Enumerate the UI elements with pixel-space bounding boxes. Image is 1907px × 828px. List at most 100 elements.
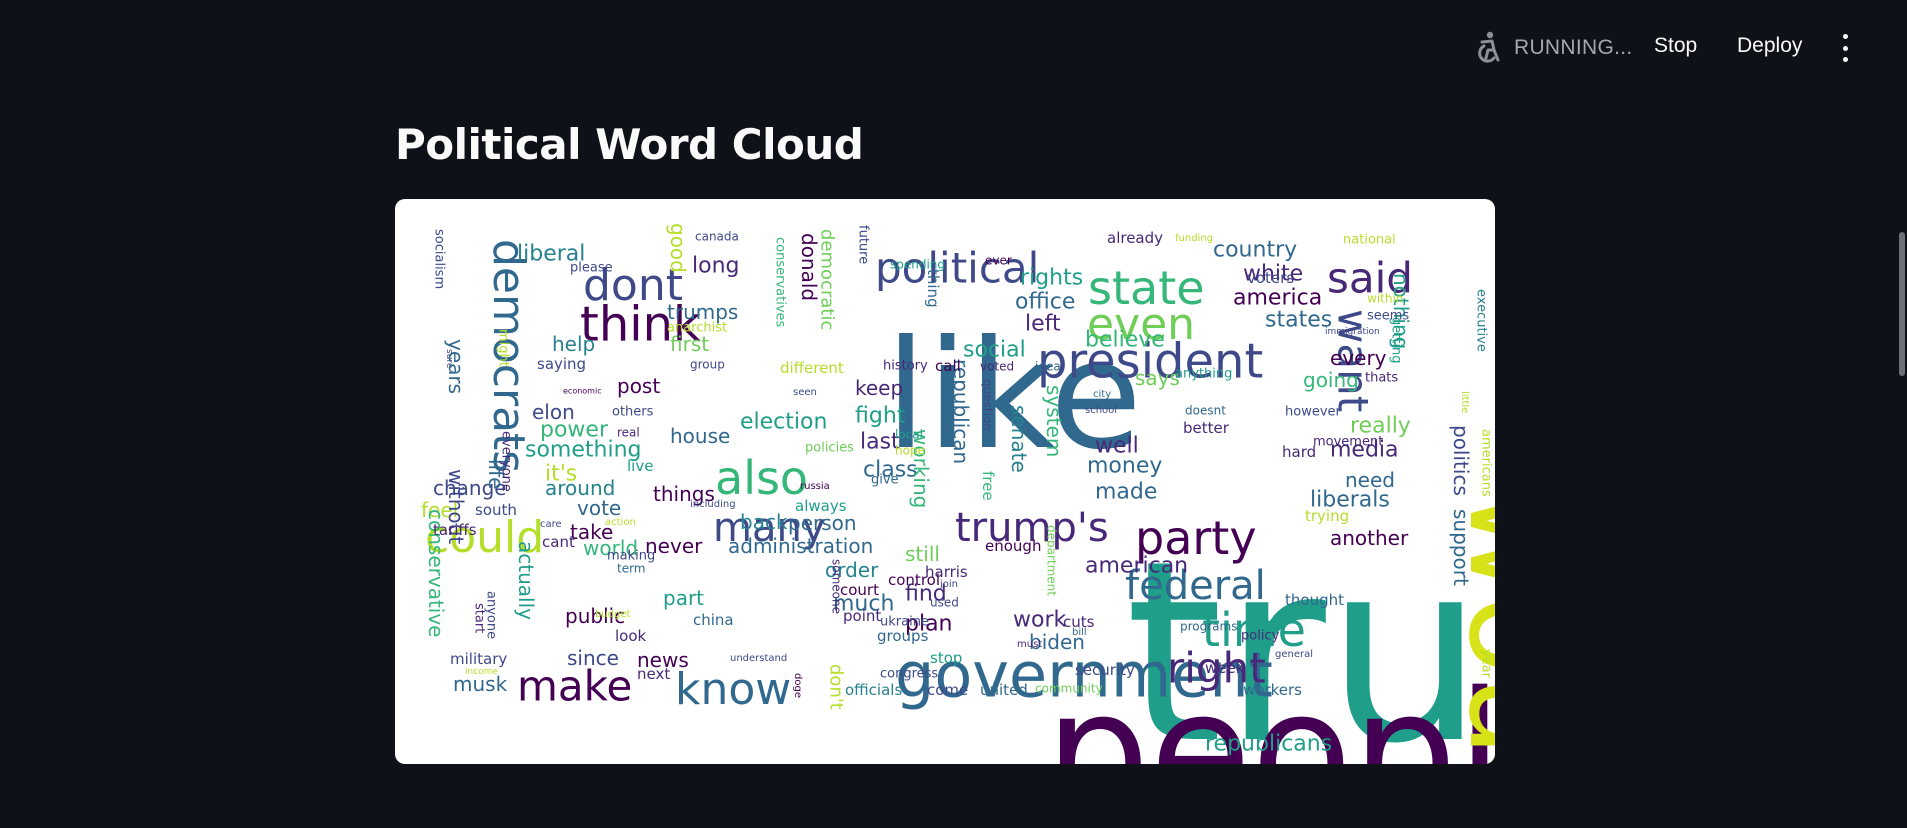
cloud-word: long bbox=[692, 254, 739, 279]
cloud-word: never bbox=[645, 534, 703, 558]
word-cloud-canvas: trumppeople like would government president p… bbox=[421, 223, 1495, 764]
stop-button[interactable]: Stop bbox=[1646, 30, 1705, 62]
cloud-word: spending bbox=[890, 258, 945, 272]
cloud-word: national bbox=[1343, 232, 1396, 247]
cloud-word: take bbox=[570, 520, 613, 544]
cloud-word: person bbox=[788, 511, 857, 535]
cloud-word: political bbox=[875, 244, 1039, 293]
cloud-word: support bbox=[1449, 509, 1473, 586]
cloud-word: come bbox=[927, 681, 968, 699]
cloud-word: election bbox=[740, 410, 827, 435]
cloud-word: also bbox=[715, 451, 808, 505]
cloud-word: year bbox=[1479, 649, 1494, 679]
cloud-word: much bbox=[833, 592, 894, 617]
cloud-word: made bbox=[1095, 480, 1157, 505]
cloud-word: nothing bbox=[1389, 273, 1413, 349]
cloud-word: trumps bbox=[667, 300, 738, 324]
cloud-word: help bbox=[552, 332, 595, 356]
cloud-word: working bbox=[909, 429, 933, 508]
kebab-menu-icon[interactable] bbox=[1836, 34, 1854, 62]
cloud-word: tariffs bbox=[433, 521, 477, 539]
cloud-word: including bbox=[690, 499, 736, 510]
cloud-word: office bbox=[1015, 290, 1075, 315]
cloud-word: state bbox=[1088, 261, 1205, 315]
cloud-word: news bbox=[637, 648, 689, 672]
cloud-word: public bbox=[565, 604, 625, 628]
cloud-word: already bbox=[1107, 229, 1163, 247]
cloud-word: change bbox=[433, 476, 507, 500]
cloud-word: voted bbox=[980, 360, 1014, 374]
cloud-word: harris bbox=[925, 563, 968, 581]
cloud-word: it's bbox=[545, 462, 577, 487]
cloud-word: groups bbox=[877, 627, 929, 645]
cloud-word: need bbox=[1345, 468, 1395, 492]
page-scrollbar[interactable] bbox=[1899, 232, 1905, 376]
cloud-word: going bbox=[1303, 368, 1359, 392]
cloud-word: liberals bbox=[1310, 488, 1390, 513]
cloud-word: right bbox=[1167, 644, 1266, 693]
cloud-word: well bbox=[1095, 434, 1139, 459]
cloud-word: south bbox=[475, 501, 517, 519]
cloud-word: programs bbox=[1180, 620, 1237, 634]
cloud-word: within bbox=[1367, 292, 1403, 306]
cloud-word: movement bbox=[1313, 434, 1383, 449]
cloud-word: understand bbox=[730, 653, 787, 664]
cloud-word: cant bbox=[542, 533, 575, 551]
cloud-word: budget bbox=[595, 609, 631, 620]
cloud-word: donald bbox=[797, 233, 821, 301]
cloud-word: policy bbox=[1241, 628, 1280, 643]
cloud-word: good bbox=[666, 223, 690, 273]
cloud-word: another bbox=[1330, 526, 1409, 550]
cloud-word: elon bbox=[532, 400, 575, 424]
cloud-word: last bbox=[860, 430, 900, 455]
cloud-word: seen bbox=[793, 387, 817, 398]
cloud-word: saying bbox=[537, 355, 586, 373]
status-text: RUNNING... bbox=[1514, 36, 1633, 59]
cloud-word: sure bbox=[444, 349, 454, 369]
cloud-word: don't bbox=[826, 664, 847, 710]
cloud-word: department bbox=[1044, 525, 1058, 596]
cloud-word: people bbox=[1045, 656, 1495, 764]
cloud-word: history bbox=[883, 358, 928, 373]
cloud-word: free bbox=[979, 471, 997, 501]
cloud-word: house bbox=[670, 424, 730, 448]
cloud-word: getting bbox=[1389, 317, 1404, 364]
cloud-word: vote bbox=[577, 496, 621, 520]
cloud-word: seems bbox=[1367, 308, 1409, 323]
cloud-word: thats bbox=[1365, 370, 1398, 385]
cloud-word: keep bbox=[855, 376, 903, 400]
cloud-word: really bbox=[1350, 414, 1411, 439]
cloud-word: ever bbox=[985, 254, 1012, 268]
cloud-word: still bbox=[905, 542, 940, 566]
cloud-word: security bbox=[1075, 661, 1135, 679]
cloud-word: always bbox=[795, 497, 847, 515]
cloud-word: policies bbox=[805, 440, 854, 455]
cloud-word: social bbox=[963, 338, 1026, 363]
cloud-word: join bbox=[939, 579, 958, 590]
cloud-word: class bbox=[863, 458, 918, 483]
cloud-word: trump bbox=[1125, 507, 1495, 764]
cloud-word: many bbox=[713, 505, 826, 551]
cloud-word: american bbox=[1085, 554, 1188, 579]
cloud-word: said bbox=[1327, 254, 1413, 303]
cloud-word: biden bbox=[1029, 630, 1085, 654]
cloud-word: president bbox=[1037, 333, 1263, 389]
app-header: RUNNING... Stop Deploy bbox=[0, 0, 1907, 96]
cloud-word: around bbox=[545, 476, 615, 500]
cloud-word: others bbox=[612, 404, 654, 419]
cloud-word: media bbox=[1330, 438, 1399, 463]
cloud-word: look bbox=[615, 627, 647, 645]
cloud-word: idea bbox=[1035, 360, 1061, 374]
deploy-button[interactable]: Deploy bbox=[1729, 30, 1810, 62]
cloud-word: thought bbox=[1285, 591, 1344, 609]
cloud-word: musk bbox=[453, 672, 508, 696]
cloud-word: senate bbox=[1007, 405, 1031, 473]
cloud-word: stop bbox=[930, 649, 962, 667]
cloud-word: think bbox=[580, 296, 701, 352]
cloud-word: group bbox=[690, 358, 725, 372]
cloud-word: years bbox=[444, 339, 468, 394]
cloud-word: executive bbox=[1474, 289, 1489, 352]
cloud-word: someone bbox=[829, 559, 843, 614]
cloud-word: might bbox=[496, 329, 511, 367]
cloud-word: ukraine bbox=[880, 614, 929, 629]
